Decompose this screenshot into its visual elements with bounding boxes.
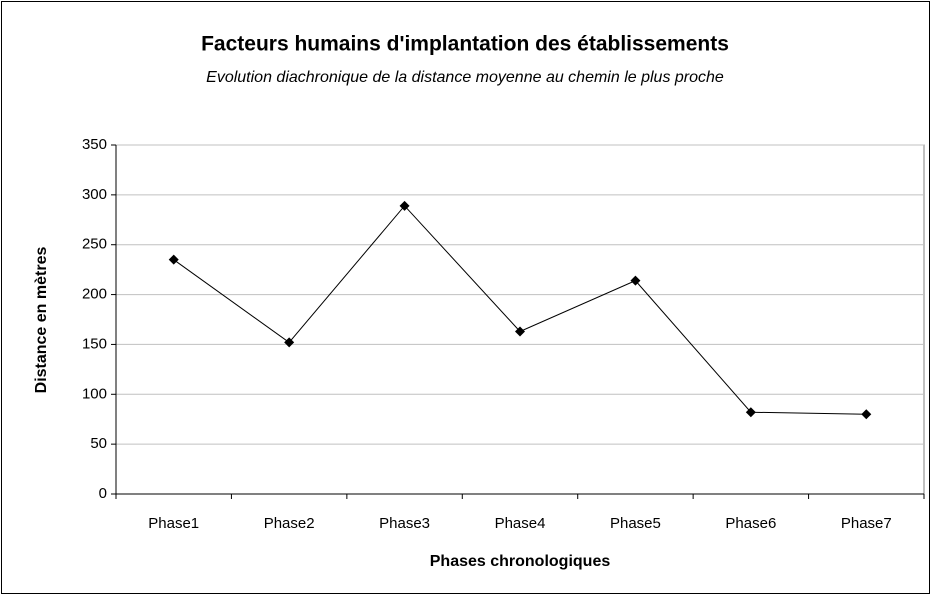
marker [515,326,525,337]
y-axis-label: Distance en mètres [33,247,50,394]
chart-title: Facteurs humains d'implantation des étab… [201,33,729,56]
marker [861,409,872,420]
x-tick-label: Phase6 [725,515,776,532]
x-axis-label: Phases chronologiques [430,553,611,570]
y-tick-label: 250 [82,236,107,253]
marker [630,275,641,286]
y-tick-label: 50 [90,435,107,452]
x-tick-label: Phase1 [148,515,199,532]
marker [745,407,756,418]
marker [284,337,295,348]
x-tick-label: Phase2 [264,515,315,532]
x-tick-label: Phase4 [495,515,546,532]
y-tick-label: 350 [82,136,107,153]
y-tick-label: 100 [82,385,107,402]
marker [168,254,179,265]
y-tick-label: 150 [82,335,107,352]
marker [399,200,410,211]
y-tick-label: 200 [82,286,107,303]
x-tick-label: Phase3 [379,515,430,532]
y-tick-label: 0 [99,485,107,502]
chart-subtitle: Evolution diachronique de la distance mo… [206,69,724,86]
x-tick-label: Phase7 [841,515,892,532]
y-tick-label: 300 [82,186,107,203]
x-tick-label: Phase5 [610,515,661,532]
